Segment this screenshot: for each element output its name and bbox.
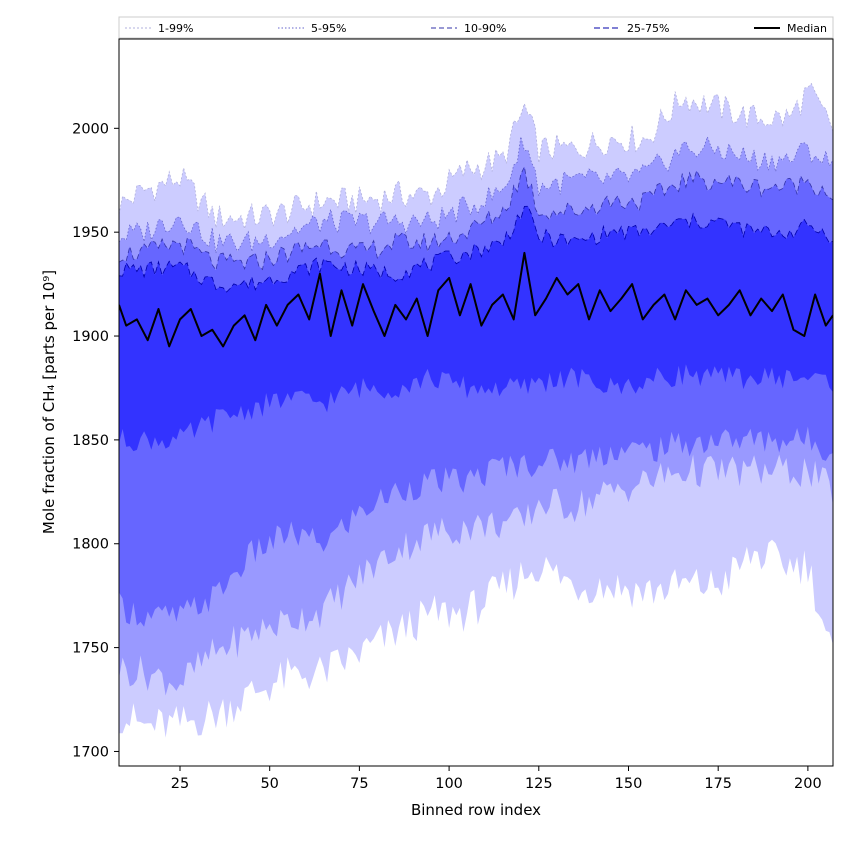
band-upper-edge-10-90% (119, 165, 833, 272)
x-tick-label-75: 75 (350, 776, 368, 792)
band-upper-edge-5-95% (119, 135, 833, 254)
plot-frame (118, 38, 834, 767)
legend-label-Median: Median (787, 22, 827, 35)
band-upper-edge-25-75% (119, 205, 833, 293)
median-line (119, 251, 833, 348)
x-axis-label: Binned row index (411, 801, 541, 819)
y-axis-label: Mole fraction of CH₄ [parts per 10⁹] (40, 270, 58, 534)
x-tick-label-25: 25 (171, 776, 189, 792)
percentile-bands (119, 82, 833, 738)
y-tick-label-1800: 1800 (72, 537, 109, 553)
legend: 1-99% 5-95% 10-90% 25-75% Median (118, 16, 834, 39)
legend-box (118, 16, 834, 39)
legend-label-25-75%: 25-75% (627, 22, 669, 35)
x-axis: 25 50 75 100 125 150 175 200 (171, 766, 822, 792)
x-tick-label-50: 50 (260, 776, 278, 792)
x-tick-label-125: 125 (525, 776, 553, 792)
x-tick-label-150: 150 (615, 776, 643, 792)
y-tick-label-1850: 1850 (72, 433, 109, 449)
legend-label-1-99%: 1-99% (158, 22, 193, 35)
y-tick-label-1750: 1750 (72, 641, 109, 657)
legend-label-5-95%: 5-95% (311, 22, 346, 35)
y-tick-label-2000: 2000 (72, 121, 109, 137)
y-tick-label-1700: 1700 (72, 744, 109, 760)
median-layer (119, 251, 833, 348)
x-tick-label-100: 100 (435, 776, 463, 792)
y-axis: 1700 1750 1800 1850 1900 1950 2000 (72, 121, 119, 760)
x-tick-label-175: 175 (704, 776, 732, 792)
y-tick-label-1900: 1900 (72, 329, 109, 345)
x-tick-label-200: 200 (794, 776, 822, 792)
band-upper-edge-1-99% (119, 82, 833, 229)
y-tick-label-1950: 1950 (72, 225, 109, 241)
legend-label-10-90%: 10-90% (464, 22, 506, 35)
